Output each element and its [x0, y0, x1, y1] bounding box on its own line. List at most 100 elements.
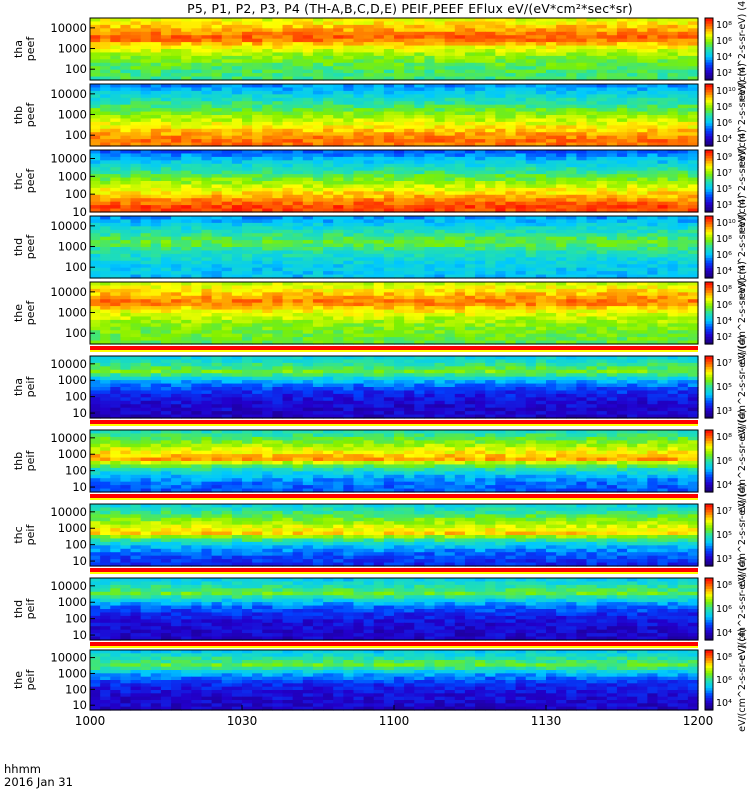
heatmap-cell [606, 66, 618, 71]
heatmap-cell [130, 247, 142, 252]
heatmap-cell [647, 292, 659, 297]
heatmap-cell [566, 299, 577, 304]
heatmap-cell [475, 38, 486, 43]
heatmap-cell [444, 104, 456, 109]
heatmap-cell [221, 309, 233, 314]
heatmap-cell [606, 170, 618, 175]
heatmap-cell [515, 139, 527, 144]
heatmap-cell [160, 90, 172, 95]
heatmap-cell [647, 240, 659, 245]
heatmap-cell [535, 35, 547, 40]
heatmap-cell [191, 243, 203, 248]
heatmap-cell [586, 216, 598, 221]
heatmap-cell [191, 69, 203, 74]
heatmap-cell [221, 260, 233, 265]
heatmap-cell [616, 135, 628, 140]
heatmap-cell [667, 76, 679, 81]
colorbar-segment [705, 252, 713, 256]
heatmap-cell [231, 153, 243, 158]
heatmap-cell [647, 205, 659, 210]
heatmap-cell [181, 309, 192, 314]
colorbar-segment [705, 41, 713, 45]
colorbar-segment [705, 272, 713, 277]
heatmap-cell [292, 233, 304, 238]
heatmap-cell [546, 194, 557, 199]
heatmap-cell [647, 101, 659, 106]
heatmap-cell [252, 184, 263, 189]
heatmap-cell [495, 299, 507, 304]
heatmap-cell [353, 299, 365, 304]
heatmap-cell [282, 170, 294, 175]
heatmap-cell [181, 66, 192, 71]
heatmap-cell [242, 150, 253, 155]
heatmap-cell [100, 31, 111, 36]
heatmap-cell [485, 101, 496, 106]
heatmap-cell [404, 253, 415, 258]
heatmap-cell [383, 31, 395, 36]
heatmap-cell [464, 42, 476, 47]
heatmap-cell [495, 73, 507, 78]
heatmap-cell [292, 163, 304, 168]
heatmap-cell [150, 187, 162, 192]
heatmap-cell [586, 181, 598, 186]
heatmap-cell [262, 222, 273, 227]
heatmap-cell [333, 97, 344, 102]
heatmap-cell [404, 90, 415, 95]
heatmap-cell [191, 128, 203, 133]
heatmap-cell [312, 219, 324, 224]
heatmap-cell [667, 302, 679, 307]
heatmap-cell [333, 121, 344, 126]
heatmap-cell [454, 18, 466, 23]
heatmap-cell [262, 236, 273, 241]
heatmap-cell [576, 285, 588, 290]
heatmap-cell [242, 309, 253, 314]
heatmap-cell [414, 84, 425, 89]
heatmap-cell [302, 282, 314, 287]
heatmap-cell [687, 174, 699, 179]
heatmap-cell [464, 62, 476, 67]
heatmap-cell [100, 101, 111, 106]
heatmap-cell [637, 253, 648, 258]
heatmap-cell [596, 111, 608, 116]
heatmap-cell [576, 205, 588, 210]
heatmap-cell [515, 233, 527, 238]
heatmap-cell [100, 104, 111, 109]
heatmap-cell [353, 128, 365, 133]
heatmap-cell [434, 167, 446, 172]
heatmap-cell [181, 21, 192, 26]
heatmap-cell [292, 115, 304, 120]
heatmap-cell [566, 208, 577, 213]
heatmap-cell [130, 299, 142, 304]
heatmap-cell [171, 84, 182, 89]
heatmap-cell [373, 184, 385, 189]
heatmap-cell [535, 59, 547, 64]
heatmap-cell [110, 128, 121, 133]
heatmap-cell [667, 38, 679, 43]
heatmap-cell [242, 267, 253, 272]
heatmap-cell [434, 257, 446, 262]
heatmap-cell [282, 208, 294, 213]
colorbar-segment [705, 170, 713, 174]
heatmap-cell [191, 282, 203, 287]
heatmap-cell [485, 97, 496, 102]
heatmap-cell [252, 69, 263, 74]
heatmap-cell [140, 306, 152, 311]
heatmap-cell [394, 292, 405, 297]
colorbar-segment [705, 244, 713, 248]
heatmap-cell [616, 274, 628, 279]
heatmap-cell [231, 55, 243, 60]
heatmap-cell [677, 160, 689, 165]
heatmap-cell [475, 167, 486, 172]
heatmap-cell [262, 150, 273, 155]
heatmap-cell [231, 73, 243, 78]
heatmap-cell [333, 236, 344, 241]
heatmap-cell [242, 184, 253, 189]
heatmap-cell [454, 128, 466, 133]
heatmap-cell [383, 240, 395, 245]
heatmap-cell [110, 52, 121, 57]
heatmap-cell [535, 62, 547, 67]
heatmap-cell [505, 177, 517, 182]
heatmap-cell [100, 295, 111, 300]
heatmap-cell [485, 191, 496, 196]
